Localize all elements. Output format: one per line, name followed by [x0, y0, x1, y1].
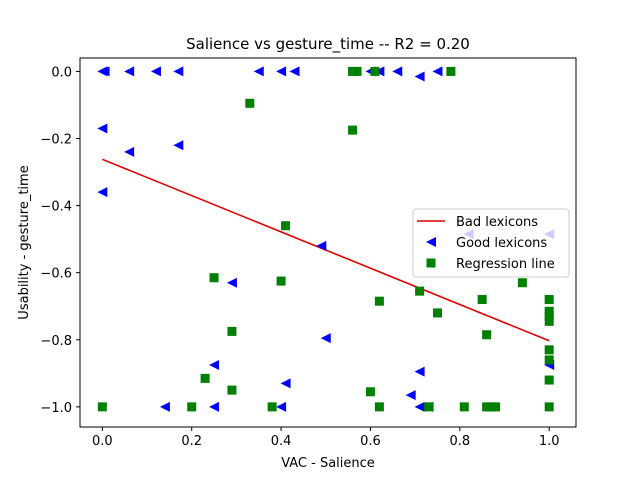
legend-label: Regression line: [456, 257, 555, 272]
legend-square-handle: [426, 258, 436, 268]
regression-line-point: [187, 402, 197, 412]
regression-line-point: [544, 311, 554, 321]
regression-line-point: [544, 355, 554, 365]
regression-line-point: [459, 402, 469, 412]
regression-line-point: [544, 375, 554, 385]
x-tick-label: 0.4: [271, 434, 292, 449]
good-lexicons-point: [320, 333, 331, 344]
legend-box: [412, 208, 570, 278]
good-lexicons-point: [405, 390, 416, 401]
regression-line-point: [432, 308, 442, 318]
legend-label: Good lexicons: [456, 236, 547, 251]
y-axis-label: Usability - gesture_time: [17, 165, 32, 319]
y-tick-label: −0.2: [40, 133, 72, 148]
good-lexicons-point: [97, 187, 108, 198]
x-tick-label: 0.0: [92, 434, 113, 449]
regression-line-point: [482, 330, 492, 340]
chart-title: Salience vs gesture_time -- R2 = 0.20: [186, 35, 470, 54]
x-tick-label: 0.6: [360, 434, 381, 449]
good-lexicons-point: [253, 66, 264, 77]
regression-line-point: [477, 295, 487, 305]
good-lexicons-point: [414, 71, 425, 82]
y-tick-label: −1.0: [40, 401, 72, 416]
regression-line-point: [352, 66, 362, 76]
x-axis: 0.0 0.2 0.4 0.6 0.8 1.0: [92, 427, 560, 449]
regression-line-point: [544, 295, 554, 305]
good-lexicons-point: [97, 123, 108, 134]
good-lexicons-point: [173, 66, 184, 77]
regression-line-point: [374, 296, 384, 306]
good-lexicons-point: [173, 140, 184, 151]
regression-line-point: [517, 278, 527, 288]
regression-line-point: [245, 98, 255, 108]
y-tick-label: −0.6: [40, 267, 72, 282]
good-lexicons-point: [209, 359, 220, 370]
x-tick-label: 0.8: [449, 434, 470, 449]
good-lexicons-point: [280, 378, 291, 389]
regression-line-point: [209, 273, 219, 283]
good-lexicons-point: [289, 66, 300, 77]
good-lexicons-point: [159, 401, 170, 412]
good-lexicons-point: [150, 66, 161, 77]
y-tick-label: −0.4: [40, 200, 72, 215]
good-lexicons-point: [124, 146, 135, 157]
regression-line-point: [415, 286, 425, 296]
regression-line-point: [227, 385, 237, 395]
good-lexicons-point: [432, 66, 443, 77]
regression-line-point: [544, 345, 554, 355]
regression-line-point: [374, 402, 384, 412]
regression-line-point: [348, 125, 358, 135]
good-lexicons-point: [392, 66, 403, 77]
regression-line-point: [424, 402, 434, 412]
regression-line-point: [491, 402, 501, 412]
regression-line-point: [544, 316, 554, 326]
good-lexicons-point: [276, 401, 287, 412]
y-axis: 0.0 −0.2 −0.4 −0.6 −0.8 −1.0: [40, 65, 80, 416]
legend: Bad lexicons Good lexicons Regression line: [412, 208, 570, 278]
regression-line-point: [544, 306, 554, 316]
good-lexicons-point: [99, 66, 110, 77]
good-lexicons-point: [226, 277, 237, 288]
regression-line-point: [544, 402, 554, 412]
good-lexicons-point: [316, 240, 327, 251]
good-lexicons-point: [276, 66, 287, 77]
regression-line-point: [200, 373, 210, 383]
regression-line-point: [446, 66, 456, 76]
legend-triangle-handle: [426, 237, 436, 247]
good-lexicons-point: [414, 366, 425, 377]
good-lexicons-point: [209, 401, 220, 412]
regression-line-point: [365, 387, 375, 397]
legend-label: Bad lexicons: [456, 215, 538, 230]
good-lexicons-point: [414, 401, 425, 412]
regression-line-point: [227, 326, 237, 336]
x-axis-label: VAC - Salience: [281, 456, 375, 471]
y-tick-label: 0.0: [51, 65, 72, 80]
regression-line-point: [267, 402, 277, 412]
regression-line-point: [97, 402, 107, 412]
good-lexicons-point: [124, 66, 135, 77]
regression-line-point: [370, 66, 380, 76]
plot-frame: [79, 57, 577, 428]
x-tick-label: 0.2: [181, 434, 202, 449]
y-tick-label: −0.8: [40, 334, 72, 349]
regression-line-point: [276, 276, 286, 286]
x-tick-label: 1.0: [539, 434, 560, 449]
regression-line-point: [281, 221, 291, 231]
